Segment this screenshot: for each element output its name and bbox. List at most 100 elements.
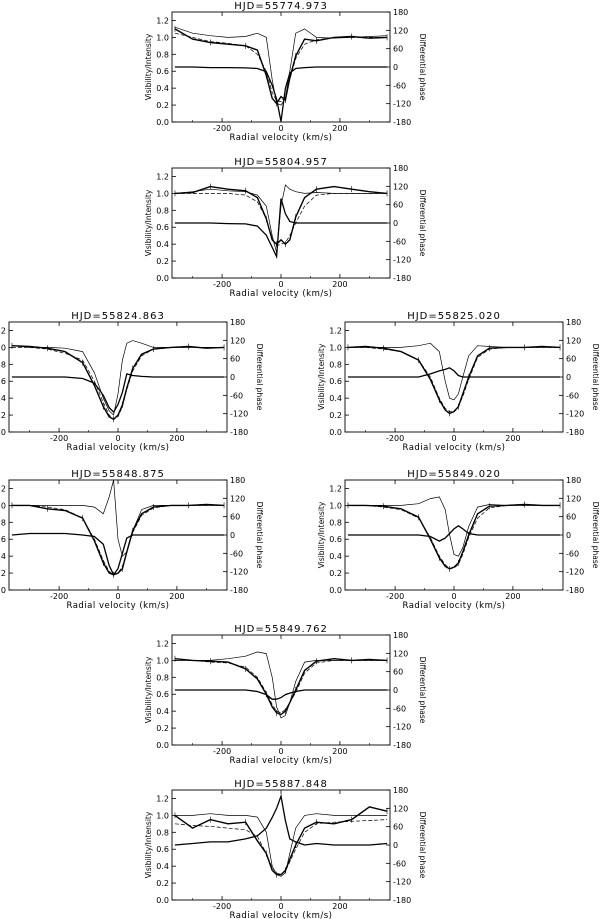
phase-line — [11, 532, 225, 576]
y-right-axis-label: Differential phase — [418, 812, 427, 879]
y-left-tick-label: 0.0 — [0, 428, 6, 437]
y-right-tick-label: 0 — [566, 373, 571, 382]
visibility-line — [11, 345, 225, 421]
panel-title: HJD=55774.973 — [234, 1, 328, 12]
y-right-tick-label: -180 — [393, 741, 411, 750]
y-right-tick-label: 120 — [566, 494, 581, 503]
y-left-tick-label: 0.2 — [156, 101, 169, 110]
visibility-model-line — [174, 819, 388, 875]
x-tick-label: -200 — [213, 280, 231, 289]
y-left-tick-label: 1.0 — [156, 33, 169, 42]
x-tick-label: -200 — [213, 124, 231, 133]
y-left-tick-label: 0.6 — [156, 223, 169, 232]
x-axis-label: Radial velocity (km/s) — [229, 289, 332, 299]
y-right-tick-label: -180 — [230, 428, 248, 437]
visibility-line — [174, 806, 388, 876]
y-right-axis-label: Differential phase — [591, 502, 600, 569]
x-axis-label: Radial velocity (km/s) — [402, 443, 505, 453]
y-left-tick-label: 0.8 — [156, 673, 169, 682]
y-right-tick-label: -180 — [566, 428, 584, 437]
y-right-tick-label: -180 — [393, 896, 411, 905]
visibility-line — [11, 503, 225, 576]
y-left-tick-label: 0.2 — [156, 879, 169, 888]
panel-title: HJD=55849.762 — [234, 624, 328, 635]
y-right-tick-label: 120 — [230, 336, 245, 345]
intensity-line — [11, 480, 225, 557]
y-right-tick-label: -120 — [393, 100, 411, 109]
panel-2: HJD=55804.957 -200 0 200 0.0 0.2 0.4 0.6 0.8 1.0 1… — [144, 157, 427, 299]
x-tick-label: 0 — [278, 747, 283, 756]
y-right-tick-label: -60 — [230, 391, 243, 400]
y-left-tick-label: 0.8 — [329, 518, 342, 527]
y-left-axis-label: Visibility/Intensity — [144, 656, 153, 723]
y-right-tick-label: 120 — [566, 336, 581, 345]
y-right-tick-label: 180 — [393, 8, 408, 17]
y-right-tick-label: -60 — [393, 81, 406, 90]
plot-area — [174, 651, 388, 719]
visibility-model-line — [11, 347, 225, 420]
panel-6: HJD=55849.020 -200 0 200 0.0 0.2 0.4 0.6 0.8 1.0 1… — [317, 469, 600, 611]
y-left-tick-label: 0.8 — [156, 50, 169, 59]
y-right-tick-label: -60 — [566, 549, 579, 558]
x-tick-label: -200 — [386, 592, 404, 601]
y-right-tick-label: -180 — [566, 586, 584, 595]
y-right-tick-label: 60 — [230, 355, 240, 364]
y-left-tick-label: 0.4 — [156, 862, 169, 871]
y-left-tick-label: 0.4 — [0, 552, 6, 561]
y-left-axis-label: Visibility/Intensity — [317, 501, 326, 568]
plot-area — [11, 480, 225, 578]
x-tick-label: 0 — [451, 434, 456, 443]
y-right-tick-label: 180 — [393, 631, 408, 640]
panel-title: HJD=55825.020 — [407, 311, 501, 322]
y-right-tick-label: 60 — [393, 668, 403, 677]
y-right-tick-label: -60 — [393, 237, 406, 246]
panel-1: HJD=55774.973 -200 0 200 0.0 0.2 0.4 0.6 0.8 1.0 1… — [144, 1, 427, 143]
intensity-line — [174, 813, 388, 877]
intensity-line — [174, 184, 388, 253]
y-left-tick-label: 0.2 — [0, 569, 6, 578]
y-left-axis-label: Visibility/Intensity — [144, 33, 153, 100]
x-tick-label: 0 — [278, 902, 283, 911]
panel-title: HJD=55887.848 — [234, 779, 328, 790]
visibility-line — [347, 345, 561, 415]
y-right-tick-label: 0 — [393, 686, 398, 695]
panel-title: HJD=55824.863 — [71, 311, 165, 322]
x-tick-label: -200 — [50, 434, 68, 443]
y-left-tick-label: 0.4 — [0, 394, 6, 403]
y-left-tick-label: 0.2 — [329, 569, 342, 578]
y-left-tick-label: 1.2 — [156, 794, 169, 803]
y-left-tick-label: 0.4 — [156, 707, 169, 716]
x-tick-label: 0 — [451, 592, 456, 601]
y-right-tick-label: -120 — [566, 410, 584, 419]
panel-7: HJD=55849.762 -200 0 200 0.0 0.2 0.4 0.6 0.8 1.0 1… — [144, 624, 427, 766]
visibility-line — [174, 657, 388, 716]
y-left-axis-label: Visibility/Intensity — [317, 343, 326, 410]
plot-area — [347, 496, 561, 572]
y-right-tick-label: 60 — [230, 513, 240, 522]
visibility-model-line — [174, 660, 388, 714]
y-left-tick-label: 0.8 — [329, 360, 342, 369]
panel-4: HJD=55825.020 -200 0 200 0.0 0.2 0.4 0.6 0.8 1.0 1… — [317, 311, 600, 453]
y-right-tick-label: 0 — [393, 841, 398, 850]
x-tick-label: 200 — [505, 434, 520, 443]
y-right-tick-label: -120 — [566, 568, 584, 577]
panel-title: HJD=55849.020 — [407, 469, 501, 480]
phase-line — [347, 525, 561, 542]
y-left-tick-label: 0.0 — [0, 586, 6, 595]
plot-area — [174, 183, 388, 260]
x-tick-label: 200 — [332, 124, 347, 133]
y-left-tick-label: 0.4 — [156, 84, 169, 93]
y-left-tick-label: 0.4 — [329, 394, 342, 403]
y-left-tick-label: 0.0 — [156, 741, 169, 750]
x-axis-label: Radial velocity (km/s) — [402, 601, 505, 611]
y-right-axis-label: Differential phase — [418, 34, 427, 101]
y-left-tick-label: 0.2 — [156, 724, 169, 733]
y-right-tick-label: 120 — [393, 649, 408, 658]
y-right-tick-label: -120 — [393, 723, 411, 732]
y-right-axis-label: Differential phase — [591, 344, 600, 411]
x-axis-label: Radial velocity (km/s) — [229, 133, 332, 143]
y-right-tick-label: -120 — [230, 568, 248, 577]
y-left-tick-label: 1.2 — [156, 172, 169, 181]
y-left-tick-label: 1.2 — [156, 639, 169, 648]
